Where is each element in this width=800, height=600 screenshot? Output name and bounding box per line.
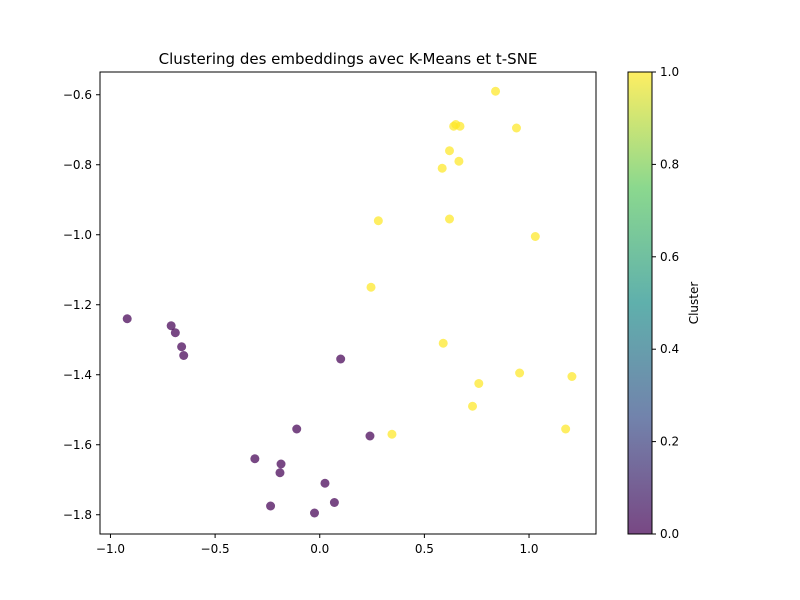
y-tick-label: −1.8 (63, 508, 92, 522)
data-point-cluster-0 (250, 454, 260, 464)
colorbar-ticks: 0.0 0.2 0.4 0.6 0.8 1.0 (652, 65, 679, 541)
data-point-cluster-1 (455, 121, 465, 131)
data-point-cluster-0 (276, 459, 286, 469)
data-point-cluster-0 (320, 478, 330, 488)
data-point-cluster-1 (515, 368, 525, 378)
data-point-cluster-1 (438, 338, 448, 348)
data-point-cluster-1 (387, 429, 397, 439)
data-point-cluster-0 (166, 321, 176, 331)
data-point-cluster-1 (468, 401, 478, 411)
y-tick-label: −0.6 (63, 88, 92, 102)
data-point-cluster-0 (292, 424, 302, 434)
plot-area (99, 71, 597, 535)
colorbar-tick-label: 0.8 (660, 157, 679, 171)
data-point-cluster-0 (336, 354, 346, 364)
y-tick-label: −1.0 (63, 228, 92, 242)
x-tick-label: −0.5 (201, 542, 230, 556)
data-point-cluster-1 (366, 282, 376, 292)
data-point-cluster-0 (310, 508, 320, 518)
x-axis: −1.0 −0.5 0.0 0.5 1.0 (96, 534, 539, 556)
data-point-cluster-0 (179, 351, 189, 360)
colorbar-label: Cluster (687, 282, 701, 325)
data-point-cluster-0 (122, 314, 132, 324)
colorbar-tick-label: 0.0 (660, 527, 679, 541)
data-point-cluster-1 (373, 216, 383, 226)
data-point-cluster-1 (491, 86, 501, 96)
data-point-cluster-1 (445, 146, 454, 156)
colorbar-tick-label: 0.2 (660, 435, 679, 449)
data-point-cluster-1 (437, 163, 447, 173)
y-tick-label: −0.8 (63, 158, 92, 172)
x-tick-label: 1.0 (519, 542, 538, 556)
data-point-cluster-1 (511, 123, 521, 133)
colorbar: 0.0 0.2 0.4 0.6 0.8 1.0 Cluster (627, 65, 701, 541)
points-layer (122, 86, 577, 518)
x-tick-label: 0.5 (415, 542, 434, 556)
data-point-cluster-1 (474, 379, 484, 388)
data-point-cluster-1 (454, 156, 464, 166)
y-tick-label: −1.4 (63, 368, 92, 382)
data-point-cluster-1 (445, 214, 454, 224)
data-point-cluster-1 (561, 424, 571, 434)
data-point-cluster-0 (266, 501, 276, 511)
data-point-cluster-0 (177, 342, 187, 352)
data-point-cluster-1 (567, 372, 577, 381)
x-tick-label: 0.0 (310, 542, 329, 556)
data-point-cluster-0 (329, 498, 339, 507)
data-point-cluster-0 (170, 328, 180, 338)
colorbar-scale (628, 72, 652, 534)
chart-title: Clustering des embeddings avec K-Means e… (159, 50, 538, 68)
colorbar-tick-label: 0.4 (660, 342, 679, 356)
colorbar-tick-label: 1.0 (660, 65, 679, 79)
data-point-cluster-1 (530, 232, 540, 241)
colorbar-tick-label: 0.6 (660, 250, 679, 264)
data-point-cluster-0 (275, 468, 285, 478)
data-point-cluster-0 (365, 431, 375, 441)
y-tick-label: −1.2 (63, 298, 92, 312)
x-tick-label: −1.0 (96, 542, 125, 556)
y-axis: −1.8 −1.6 −1.4 −1.2 −1.0 −0.8 −0.6 (63, 88, 100, 522)
y-tick-label: −1.6 (63, 438, 92, 452)
colorbar-frame (627, 71, 653, 535)
plot-frame (99, 71, 597, 535)
